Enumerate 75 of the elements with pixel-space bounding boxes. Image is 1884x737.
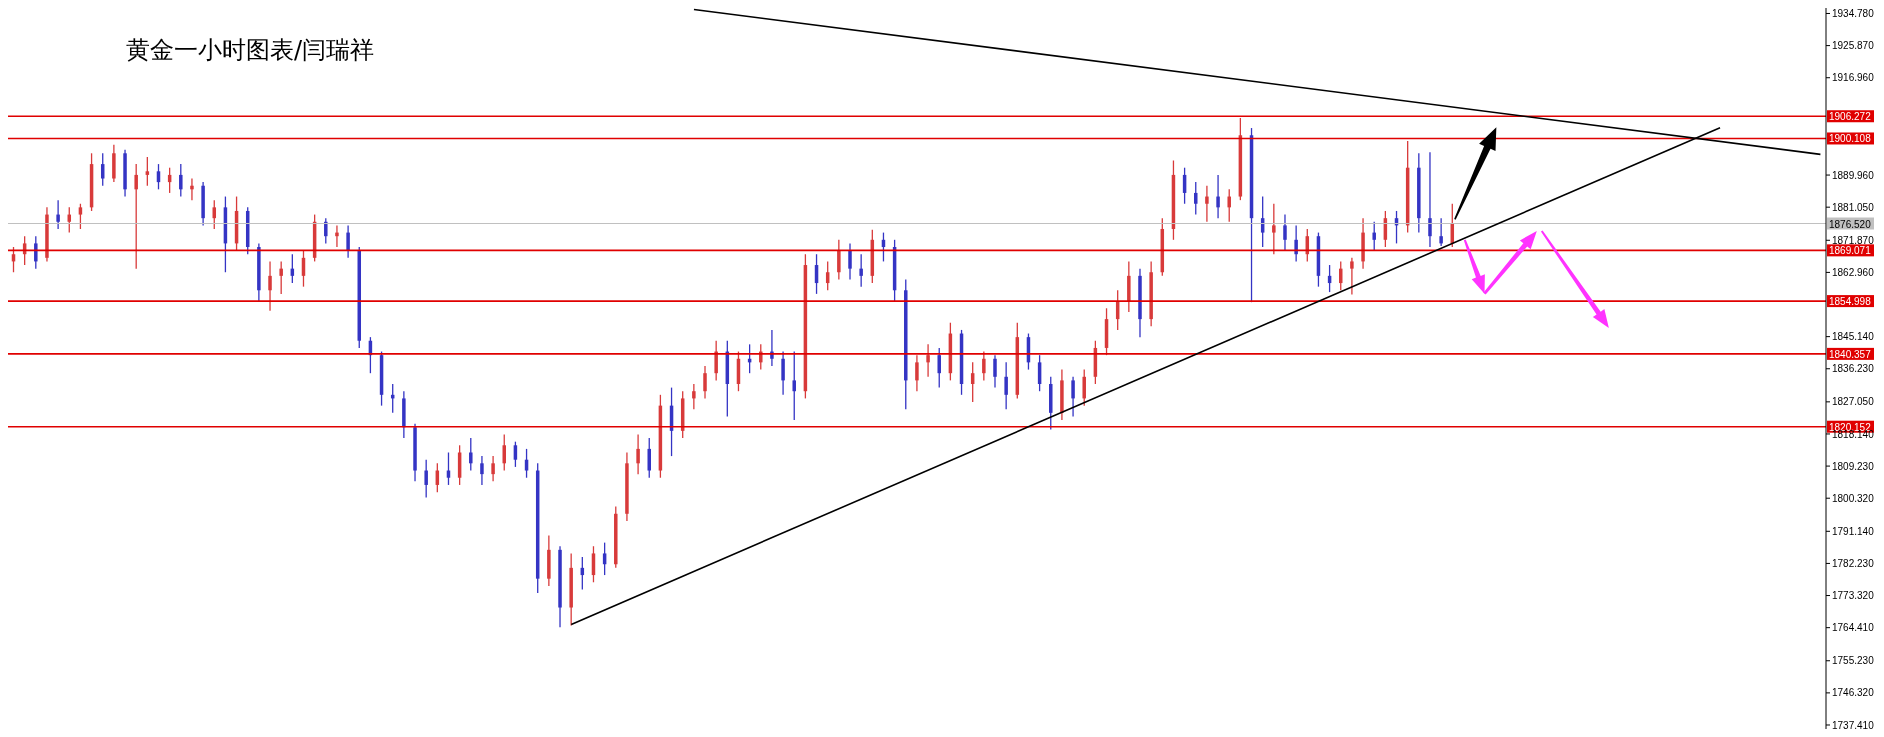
candlestick xyxy=(190,177,194,201)
y-tick-label: 1755.230 xyxy=(1832,655,1875,667)
y-tick-label: 1889.960 xyxy=(1832,169,1875,181)
y-tick-label: 1836.230 xyxy=(1832,363,1875,375)
y-tick-label: 1773.320 xyxy=(1832,590,1875,602)
y-tick-label: 1881.050 xyxy=(1832,201,1875,213)
candlestick xyxy=(56,199,60,230)
y-tick-label: 1746.320 xyxy=(1832,687,1875,699)
candlestick xyxy=(502,433,506,472)
candlestick xyxy=(1071,376,1075,418)
candlestick xyxy=(993,354,997,389)
candlestick xyxy=(926,343,930,378)
candlestick xyxy=(268,260,272,312)
candlestick xyxy=(714,340,718,382)
candlestick xyxy=(1428,151,1432,248)
candlestick xyxy=(1283,213,1287,252)
candlestick xyxy=(491,455,495,482)
y-tick-label: 1800.320 xyxy=(1832,492,1875,504)
y-tick-label: 1934.780 xyxy=(1832,8,1875,20)
y-tick-label: 1764.410 xyxy=(1832,622,1875,634)
candlestick xyxy=(636,433,640,475)
candlestick xyxy=(424,459,428,499)
y-tick-label: 1925.870 xyxy=(1832,40,1875,52)
text: 黄金一小时图表/闫瑞祥 xyxy=(126,35,375,66)
candlestick xyxy=(1339,260,1343,291)
candlestick xyxy=(915,354,919,392)
candlestick xyxy=(692,383,696,410)
candlestick xyxy=(1227,188,1231,223)
candlestick xyxy=(469,437,473,472)
y-tick-label: 1737.410 xyxy=(1832,719,1875,731)
candlestick xyxy=(513,441,518,468)
candlestick xyxy=(781,350,785,396)
candlestick xyxy=(335,224,339,248)
candlestick xyxy=(647,437,651,479)
candlestick xyxy=(134,163,138,270)
candlestick xyxy=(1294,224,1298,263)
ref-line-label: 1876.520 xyxy=(1829,218,1872,230)
ref-line-label: 1900.108 xyxy=(1829,133,1872,145)
y-tick-label: 1791.140 xyxy=(1832,525,1875,537)
candlestick xyxy=(937,347,941,389)
ref-line-label: 1854.998 xyxy=(1829,296,1872,308)
candlestick xyxy=(837,239,841,281)
candlestick xyxy=(1205,185,1209,223)
y-tick-label: 1916.960 xyxy=(1832,72,1875,84)
y-tick-label: 1862.960 xyxy=(1832,266,1875,278)
candlestick xyxy=(982,350,986,382)
candlestick xyxy=(1216,174,1220,219)
candlestick xyxy=(1004,361,1008,410)
y-tick-label: 1827.050 xyxy=(1832,396,1875,408)
y-tick-label: 1782.230 xyxy=(1832,557,1875,569)
y-tick-label: 1809.230 xyxy=(1832,460,1875,472)
candlestick xyxy=(848,242,852,281)
candlestick xyxy=(1194,181,1198,216)
candlestick xyxy=(279,260,283,295)
ref-line-label: 1869.071 xyxy=(1829,245,1872,257)
candlestick xyxy=(859,253,863,288)
candlestick xyxy=(1439,217,1443,247)
candlestick xyxy=(480,455,484,486)
candlestick xyxy=(792,350,796,421)
candlestick xyxy=(703,365,707,400)
candlestick xyxy=(324,217,328,245)
ref-line-label: 1840.357 xyxy=(1829,348,1872,360)
candlestick xyxy=(1350,257,1354,296)
candlestick xyxy=(179,163,183,198)
candlestick xyxy=(346,224,350,259)
candlestick xyxy=(100,152,105,187)
candlestick xyxy=(1372,221,1376,252)
y-tick-label: 1845.140 xyxy=(1832,331,1875,343)
y-tick-label: 1871.870 xyxy=(1832,234,1875,246)
candlestick xyxy=(34,235,38,270)
candlestick xyxy=(78,203,83,230)
ref-line-label: 1906.272 xyxy=(1829,111,1872,123)
candlestick xyxy=(1272,203,1276,255)
candlestick xyxy=(145,156,150,187)
candlestick xyxy=(1082,368,1086,407)
